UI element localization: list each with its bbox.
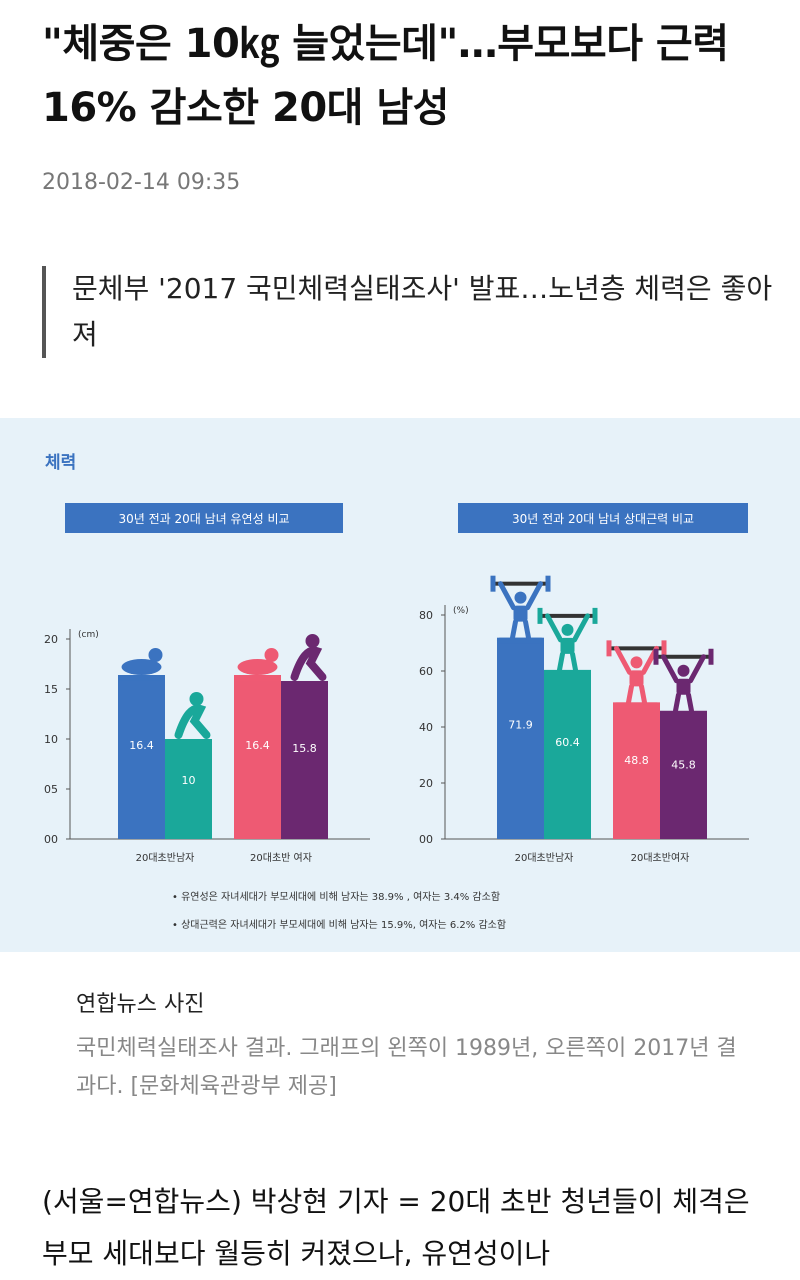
y-axis-unit: (cm) — [78, 630, 99, 640]
chart-bar — [660, 710, 707, 839]
fitness-chart-figure: 체력 30년 전과 20대 남녀 유연성 비교 00 05 10 15 20 (cm) 16.… — [44, 453, 749, 931]
figure-section-title: 체력 — [45, 453, 76, 473]
chart-bar — [497, 637, 544, 839]
chart-bar — [165, 739, 212, 839]
article-body: (서울=연합뉴스) 박상현 기자 = 20대 초반 청년들이 체격은 부모 세대… — [42, 1185, 750, 1270]
bar-value-label: 45.8 — [671, 758, 696, 771]
person-pictogram-icon — [237, 648, 279, 675]
chart-bar — [281, 681, 328, 839]
article-headline: "체중은 10㎏ 늘었는데"…부모보다 근력 16% 감소한 20대 남성 — [42, 21, 729, 131]
chart-title-banner: 30년 전과 20대 남녀 상대근력 비교 — [458, 503, 748, 533]
y-tick-label: 80 — [419, 609, 433, 622]
caption-title: 연합뉴스 사진 — [76, 992, 205, 1017]
person-pictogram-icon — [490, 575, 551, 641]
person-pictogram-icon — [121, 648, 163, 675]
bar-value-label: 10 — [182, 774, 196, 787]
chart-bar — [234, 675, 281, 839]
bar-value-label: 60.4 — [555, 736, 580, 749]
y-tick-label: 60 — [419, 665, 433, 678]
chart-bar — [544, 669, 591, 839]
article-date: 2018-02-14 09:35 — [42, 170, 241, 195]
bar-value-label: 71.9 — [508, 718, 533, 731]
y-axis-unit: (%) — [453, 606, 469, 616]
chart-bar — [613, 702, 660, 839]
y-tick-label: 00 — [419, 833, 433, 846]
caption-description: 국민체력실태조사 결과. 그래프의 왼쪽이 1989년, 오른쪽이 2017년 … — [76, 1036, 737, 1099]
y-tick-label: 20 — [419, 777, 433, 790]
figure-note-strength: • 상대근력은 자녀세대가 부모세대에 비해 남자는 15.9%, 여자는 6.… — [172, 918, 506, 931]
y-tick-label: 40 — [419, 721, 433, 734]
x-category-label: 20대초반 여자 — [250, 852, 312, 864]
bar-value-label: 48.8 — [624, 754, 649, 767]
chart-title: 30년 전과 20대 남녀 상대근력 비교 — [512, 512, 694, 526]
y-tick-label: 05 — [44, 783, 58, 796]
bar-value-label: 16.4 — [245, 739, 270, 752]
person-pictogram-icon — [537, 607, 598, 673]
x-category-label: 20대초반여자 — [631, 852, 690, 864]
chart-bar — [118, 675, 165, 839]
y-tick-label: 20 — [44, 633, 58, 646]
x-category-label: 20대초반남자 — [136, 852, 195, 864]
person-pictogram-icon — [290, 634, 327, 681]
figure-caption: 연합뉴스 사진 국민체력실태조사 결과. 그래프의 왼쪽이 1989년, 오른쪽… — [76, 988, 756, 1106]
y-tick-label: 15 — [44, 683, 58, 696]
article-subhead: 문체부 '2017 국민체력실태조사' 발표…노년층 체력은 좋아져 — [42, 266, 782, 358]
article-figure[interactable]: 체력 30년 전과 20대 남녀 유연성 비교 00 05 10 15 20 (cm) 16.… — [0, 418, 800, 952]
flexibility-chart: 30년 전과 20대 남녀 유연성 비교 00 05 10 15 20 (cm) 16.4 10… — [44, 503, 370, 864]
person-pictogram-icon — [174, 692, 211, 739]
y-tick-label: 00 — [44, 833, 58, 846]
x-category-label: 20대초반남자 — [515, 852, 574, 864]
person-pictogram-icon — [653, 648, 714, 714]
y-tick-label: 10 — [44, 733, 58, 746]
chart-title-banner: 30년 전과 20대 남녀 유연성 비교 — [65, 503, 343, 533]
bar-value-label: 15.8 — [292, 742, 317, 755]
chart-title: 30년 전과 20대 남녀 유연성 비교 — [118, 512, 289, 526]
figure-note-flexibility: • 유연성은 자녀세대가 부모세대에 비해 남자는 38.9% , 여자는 3.… — [172, 890, 500, 903]
relative-strength-chart: 30년 전과 20대 남녀 상대근력 비교 00 20 40 60 80 (%) 71.9 60… — [419, 503, 749, 864]
person-pictogram-icon — [606, 640, 667, 705]
bar-value-label: 16.4 — [129, 739, 154, 752]
